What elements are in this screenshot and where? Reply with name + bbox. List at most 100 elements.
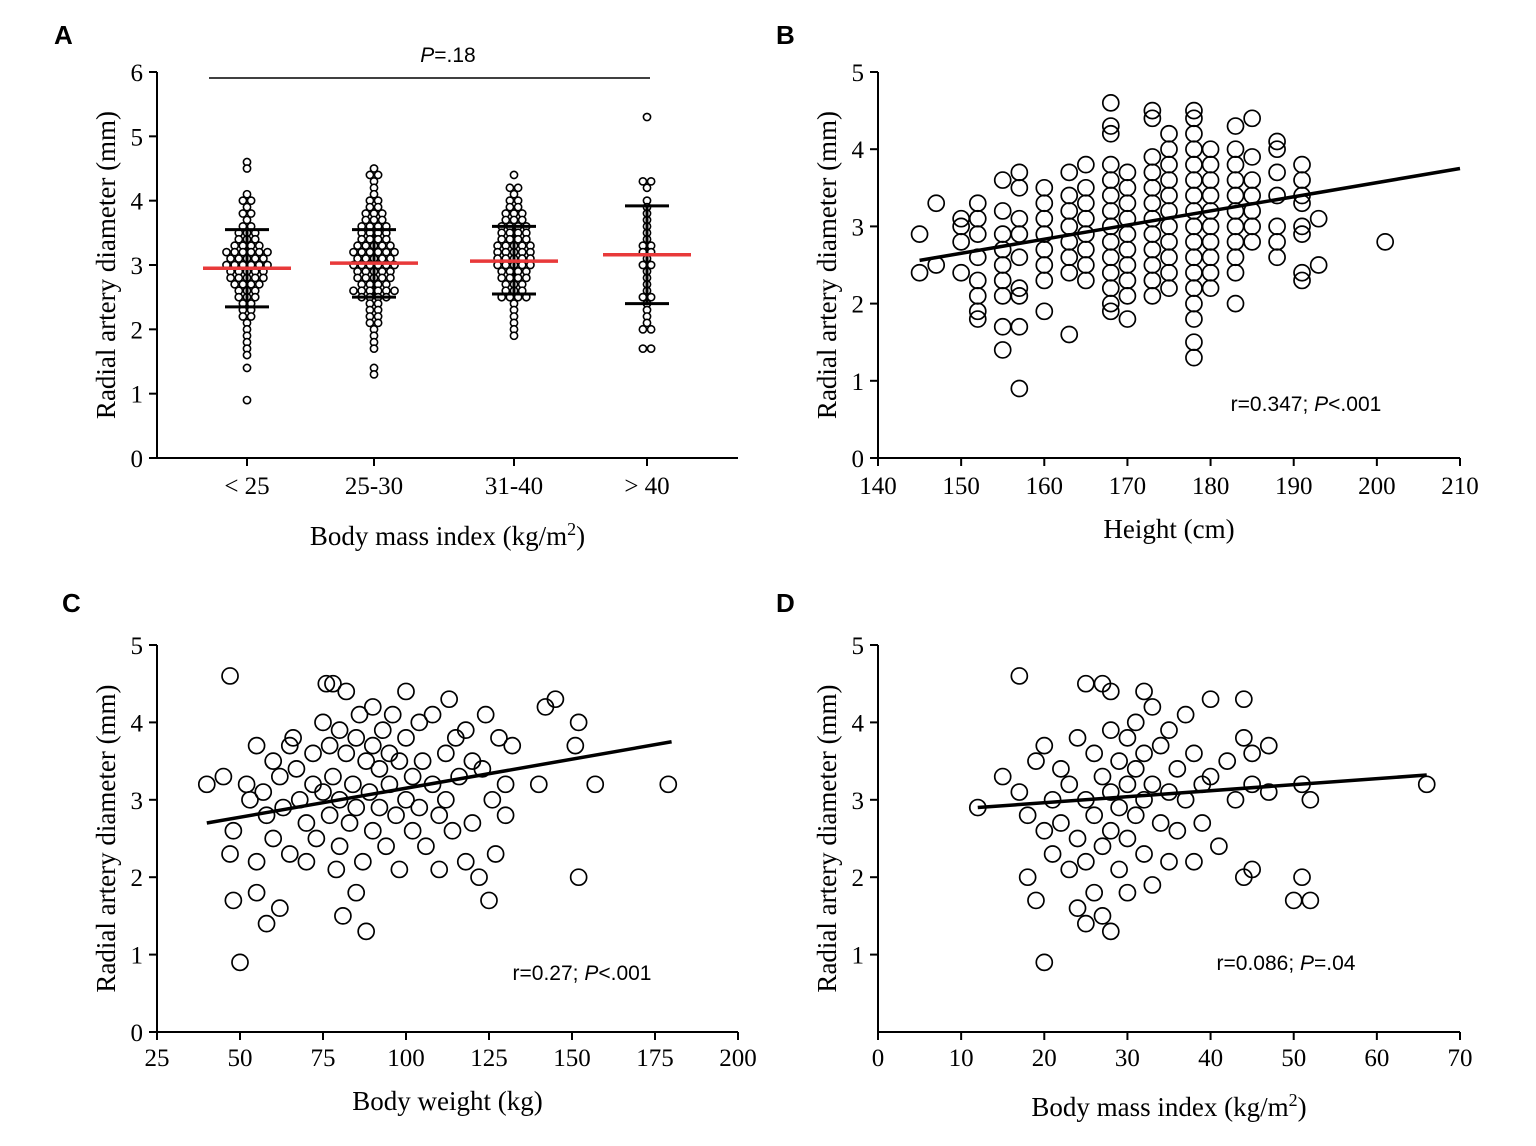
data-point-b <box>1077 178 1095 197</box>
data-point-c <box>270 767 289 786</box>
data-point-d <box>1135 790 1153 809</box>
panel-a-bmi-groups: 0 1 2 3 4 5 6 < 25 25-30 31-40 > 40 Radial artery d… <box>91 44 738 551</box>
data-point-b <box>1143 163 1162 182</box>
y-tick-label-d: 5 <box>852 633 865 660</box>
data-point-b <box>1077 256 1095 274</box>
data-point-b <box>1185 333 1203 352</box>
data-point-b <box>1226 186 1245 205</box>
data-point-d <box>1027 891 1045 910</box>
data-point-b <box>1268 248 1286 267</box>
data-point-a-group-2 <box>365 170 375 180</box>
data-point-c <box>330 837 349 856</box>
x-tick-label-a: 31-40 <box>485 473 543 500</box>
x-tick-label-c: 125 <box>470 1045 508 1072</box>
data-point-b <box>1293 225 1311 243</box>
data-point-a-group-2 <box>349 286 358 296</box>
regression-line-c <box>206 740 672 825</box>
data-point-c <box>280 736 299 755</box>
data-point-b <box>1185 279 1203 298</box>
data-point-b <box>1309 209 1328 228</box>
data-point-a-group-3 <box>509 189 519 199</box>
y-axis-label-c: Radial artery diameter (mm) <box>91 684 121 992</box>
data-point-d <box>1052 759 1070 778</box>
data-point-a-group-4 <box>646 176 656 186</box>
data-point-c <box>483 790 502 809</box>
y-tick-label-b: 3 <box>852 214 865 241</box>
data-point-d <box>1068 829 1087 848</box>
data-point-b <box>1185 171 1203 189</box>
data-point-b <box>993 225 1012 243</box>
data-point-a-group-1 <box>263 247 272 257</box>
data-point-a-group-1 <box>246 312 256 321</box>
data-point-b <box>1035 302 1054 321</box>
regression-line-d <box>977 773 1427 810</box>
data-point-a-group-1 <box>242 363 252 373</box>
data-point-b <box>1060 248 1079 267</box>
data-point-a-group-4 <box>638 176 648 186</box>
data-point-b <box>1060 202 1079 220</box>
data-point-d <box>1035 821 1054 840</box>
data-point-b <box>1268 186 1286 205</box>
data-point-b <box>910 225 929 243</box>
stat-annotation-d: r=0.086; P=.04 <box>1217 952 1356 975</box>
data-point-a-group-2 <box>373 170 383 180</box>
data-point-b <box>1160 263 1178 282</box>
data-point-b <box>1201 171 1220 189</box>
data-point-a-group-2 <box>369 369 379 379</box>
data-point-d <box>1201 767 1220 786</box>
y-tick-label-a: 5 <box>131 124 144 151</box>
x-tick-label-b: 210 <box>1441 473 1479 500</box>
data-point-b <box>1243 232 1261 251</box>
data-point-b <box>1293 155 1311 174</box>
data-point-d <box>1027 752 1045 770</box>
data-point-b <box>1160 248 1178 267</box>
data-point-c <box>496 806 515 825</box>
data-point-d <box>1143 876 1162 894</box>
data-point-b <box>1101 248 1120 267</box>
y-tick-label-a: 4 <box>131 189 144 216</box>
data-point-c <box>344 775 362 794</box>
data-point-a-group-2 <box>377 273 387 283</box>
stat-annotation-b: r=0.347; P<.001 <box>1231 393 1382 416</box>
data-point-c <box>476 705 495 724</box>
data-point-a-group-2 <box>365 318 375 328</box>
data-point-d <box>1259 736 1278 755</box>
x-axis-label-d: Body mass index (kg/m2) <box>1031 1090 1306 1122</box>
data-point-b <box>1060 163 1079 182</box>
data-point-a-group-3 <box>521 234 531 244</box>
data-point-a-group-2 <box>365 202 375 212</box>
data-point-b <box>1185 232 1203 251</box>
data-point-b <box>1201 217 1220 236</box>
data-point-c <box>586 775 605 794</box>
data-point-b <box>1101 124 1120 143</box>
data-point-c <box>473 759 492 778</box>
data-point-a-group-3 <box>509 215 519 225</box>
data-point-a-group-4 <box>642 318 652 328</box>
data-point-a-group-2 <box>357 234 367 244</box>
x-tick-label-a: 25-30 <box>345 473 403 500</box>
data-point-a-group-2 <box>369 344 379 354</box>
panel-letter-d: D <box>776 588 795 618</box>
data-point-d <box>1185 744 1203 763</box>
data-point-c <box>247 883 266 902</box>
data-point-a-group-1 <box>242 215 252 225</box>
data-point-b <box>1010 287 1029 305</box>
data-point-b <box>1185 294 1203 313</box>
data-point-a-group-1 <box>250 273 260 283</box>
data-point-d <box>1068 899 1087 918</box>
data-point-b <box>1010 209 1029 228</box>
data-point-c <box>436 744 455 763</box>
data-point-b <box>1293 217 1311 236</box>
data-point-b <box>1243 217 1261 236</box>
y-tick-label-b: 4 <box>852 137 865 164</box>
x-tick-label-a: > 40 <box>624 473 669 500</box>
data-point-d <box>1060 775 1079 794</box>
y-tick-label-c: 1 <box>131 943 144 970</box>
data-point-c <box>363 698 382 716</box>
data-point-d <box>1101 721 1120 739</box>
x-axis-label-a: Body mass index (kg/m2) <box>310 519 585 551</box>
data-point-d <box>1101 783 1120 801</box>
data-point-b <box>1101 202 1120 220</box>
data-point-a-group-1 <box>242 395 252 405</box>
data-point-c <box>446 729 465 747</box>
